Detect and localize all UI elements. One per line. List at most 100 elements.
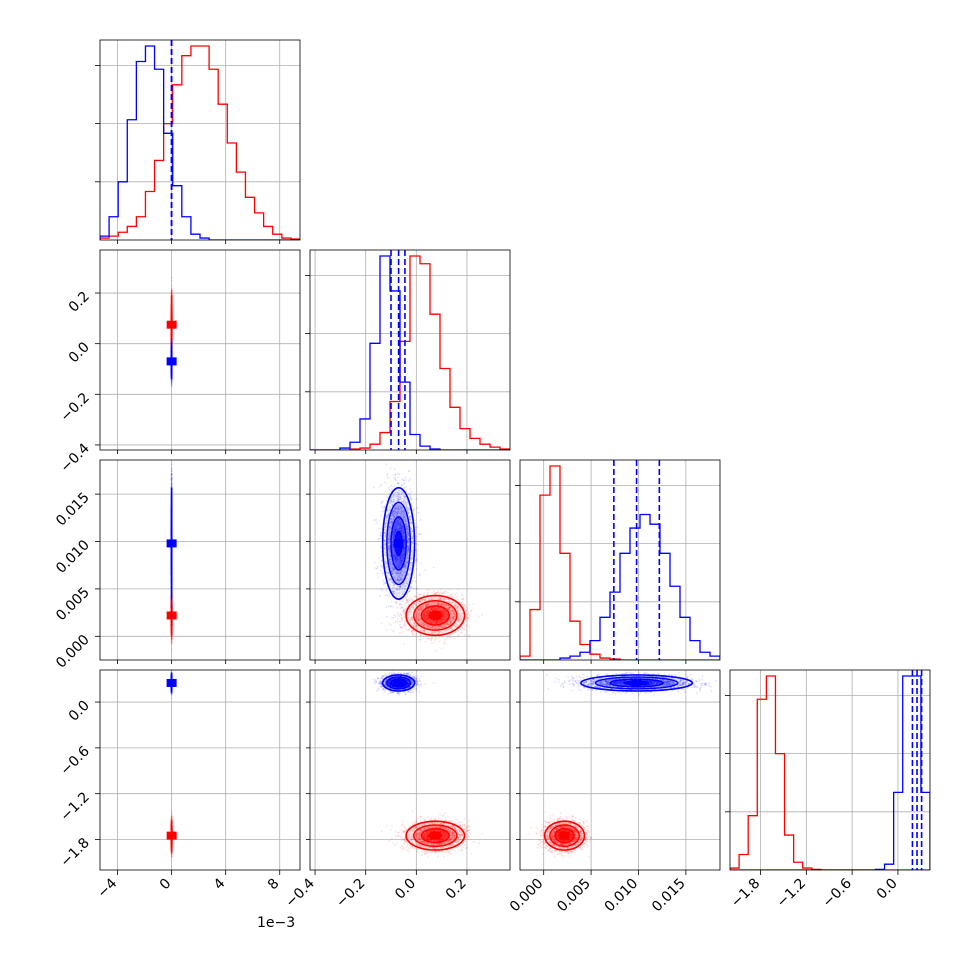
- sample-point: [170, 380, 173, 383]
- sample-point: [170, 276, 173, 279]
- sample-point: [170, 378, 173, 381]
- sample-point: [170, 377, 173, 380]
- sample-point: [170, 343, 173, 346]
- sample-point: [170, 384, 173, 387]
- sample-point: [170, 338, 173, 340]
- sample-point: [170, 342, 173, 344]
- sample-point: [170, 378, 173, 380]
- sample-point: [170, 378, 173, 381]
- sample-point: [170, 385, 173, 387]
- sample-point: [170, 289, 173, 292]
- sample-point: [170, 293, 173, 296]
- sample-point: [170, 377, 173, 380]
- sample-point: [170, 288, 173, 290]
- sample-point: [170, 635, 173, 638]
- sample-point: [170, 647, 173, 650]
- panel-frame: [729, 669, 931, 871]
- sample-point: [170, 342, 173, 344]
- sample-point: [170, 378, 173, 380]
- sample-point: [170, 383, 173, 386]
- panel-frame: [309, 249, 511, 451]
- sample-point: [170, 380, 173, 383]
- sample-point: [170, 635, 173, 637]
- sample-point: [170, 279, 173, 282]
- sample-point: [170, 337, 173, 340]
- sample-point: [170, 343, 173, 345]
- sample-point: [170, 341, 173, 344]
- sample-point: [170, 325, 173, 328]
- sample-point: [170, 377, 173, 379]
- histogram-panel-3: [515, 459, 721, 661]
- sample-point: [170, 340, 173, 343]
- sample-point: [170, 341, 173, 344]
- sample-point: [170, 344, 173, 346]
- sample-point: [170, 642, 173, 644]
- sample-point: [170, 290, 173, 293]
- sample-point: [170, 377, 173, 380]
- sample-point: [170, 376, 173, 379]
- sample-point: [170, 341, 173, 344]
- sample-point: [170, 635, 173, 637]
- contours-blue: [166, 345, 177, 378]
- sample-point: [170, 378, 173, 381]
- sample-point: [170, 339, 173, 341]
- sample-point: [170, 292, 173, 295]
- density-peak: [166, 357, 177, 366]
- histogram-step-red: [310, 255, 510, 450]
- sample-point: [170, 341, 173, 344]
- sample-point: [170, 291, 173, 294]
- sample-point: [170, 377, 173, 379]
- sample-point: [170, 378, 173, 380]
- sample-point: [170, 381, 173, 384]
- sample-point: [170, 293, 173, 296]
- histogram-step-red: [520, 465, 720, 660]
- histogram-series-group: [730, 670, 930, 870]
- sample-point: [170, 339, 173, 342]
- sample-point: [170, 342, 173, 345]
- sample-point: [170, 378, 173, 381]
- sample-point: [170, 292, 173, 295]
- sample-point: [170, 377, 173, 379]
- histogram-step-blue: [100, 45, 300, 240]
- sample-point: [170, 635, 173, 638]
- sample-point: [170, 382, 173, 385]
- sample-point: [170, 342, 173, 345]
- histogram-panel-2: [305, 249, 511, 451]
- sample-point: [170, 343, 173, 346]
- histogram-series-group: [100, 40, 300, 240]
- sample-point: [170, 292, 173, 294]
- sample-point: [170, 343, 173, 346]
- sample-point: [170, 292, 173, 295]
- sample-point: [170, 291, 173, 293]
- scatter-panel-2-1: [99, 249, 301, 451]
- histogram-step-red: [100, 45, 300, 240]
- sample-point: [170, 342, 173, 345]
- histogram-step-blue: [520, 513, 720, 660]
- sample-point: [170, 343, 173, 346]
- sample-point: [170, 343, 173, 345]
- sample-point: [170, 342, 173, 345]
- sample-point: [170, 342, 173, 345]
- histogram-panel-4: [725, 669, 931, 871]
- sample-point: [170, 377, 173, 380]
- sample-point: [170, 382, 173, 385]
- sample-point: [170, 293, 173, 295]
- sample-point: [170, 285, 173, 288]
- histogram-series-group: [310, 250, 510, 450]
- sample-point: [170, 379, 173, 382]
- sample-point: [170, 378, 173, 380]
- sample-point: [170, 289, 173, 292]
- histogram-step-blue: [730, 675, 930, 870]
- sample-point: [170, 340, 173, 343]
- sample-point: [170, 381, 173, 384]
- sample-point: [170, 377, 173, 380]
- sample-point: [170, 290, 173, 292]
- sample-point: [170, 287, 173, 290]
- sample-point: [170, 343, 173, 345]
- sample-point: [170, 290, 173, 293]
- panel-content: [166, 463, 177, 652]
- sample-point: [170, 291, 173, 294]
- sample-point: [170, 292, 173, 294]
- sample-point: [170, 293, 173, 296]
